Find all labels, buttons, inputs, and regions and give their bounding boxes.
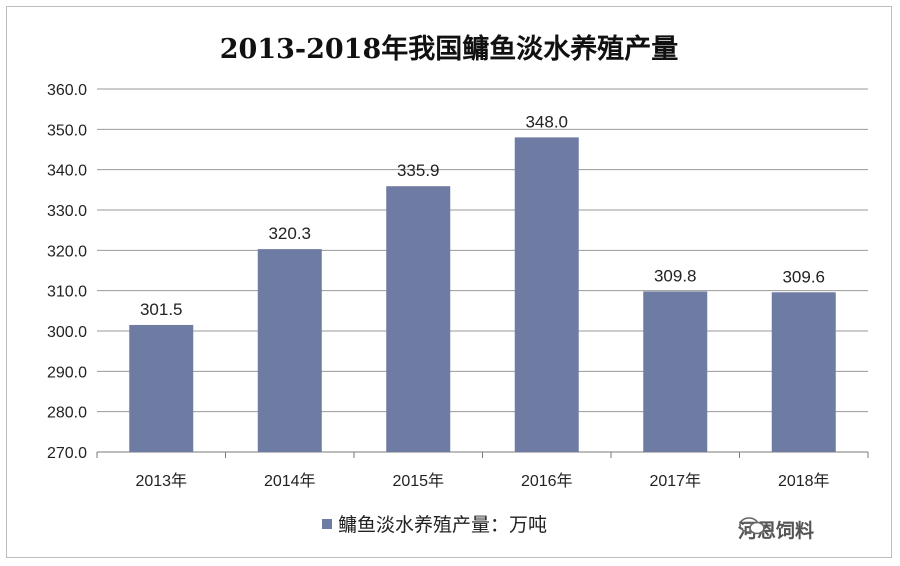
x-tick-label: 2014年 <box>264 472 316 490</box>
y-tick-label: 360.0 <box>47 82 87 99</box>
legend-label: 鳙鱼淡水养殖产量：万吨 <box>338 514 548 536</box>
data-label: 348.0 <box>525 112 568 131</box>
x-tick-label: 2016年 <box>521 472 573 490</box>
data-label: 309.6 <box>782 267 825 286</box>
y-tick-label: 340.0 <box>47 163 87 180</box>
bar <box>257 249 322 452</box>
data-label: 309.8 <box>654 266 697 285</box>
y-tick-label: 310.0 <box>47 284 87 301</box>
data-label: 320.3 <box>268 224 311 243</box>
wechat-icon <box>739 517 765 535</box>
data-label: 335.9 <box>397 161 440 180</box>
data-label: 301.5 <box>140 300 183 319</box>
bar <box>643 291 708 452</box>
legend: 鳙鱼淡水养殖产量：万吨 <box>322 510 547 537</box>
x-tick-label: 2015年 <box>392 472 444 490</box>
y-tick-label: 280.0 <box>47 405 87 422</box>
y-tick-label: 350.0 <box>47 122 87 139</box>
chart-title: 2013-2018年我国鳙鱼淡水养殖产量 <box>219 34 679 65</box>
y-tick-label: 320.0 <box>47 243 87 260</box>
legend-swatch <box>322 518 332 529</box>
x-tick-label: 2013年 <box>135 472 187 490</box>
y-tick-label: 300.0 <box>47 324 87 341</box>
watermark: 河恩饲料 <box>738 516 814 543</box>
bar <box>386 186 451 452</box>
x-tick-label: 2017年 <box>649 472 701 490</box>
x-tick-label: 2018年 <box>778 472 830 490</box>
bar <box>129 324 194 452</box>
bar <box>514 137 579 452</box>
y-tick-label: 330.0 <box>47 203 87 220</box>
y-tick-label: 270.0 <box>47 445 87 462</box>
y-tick-label: 290.0 <box>47 364 87 381</box>
bar <box>771 292 836 452</box>
